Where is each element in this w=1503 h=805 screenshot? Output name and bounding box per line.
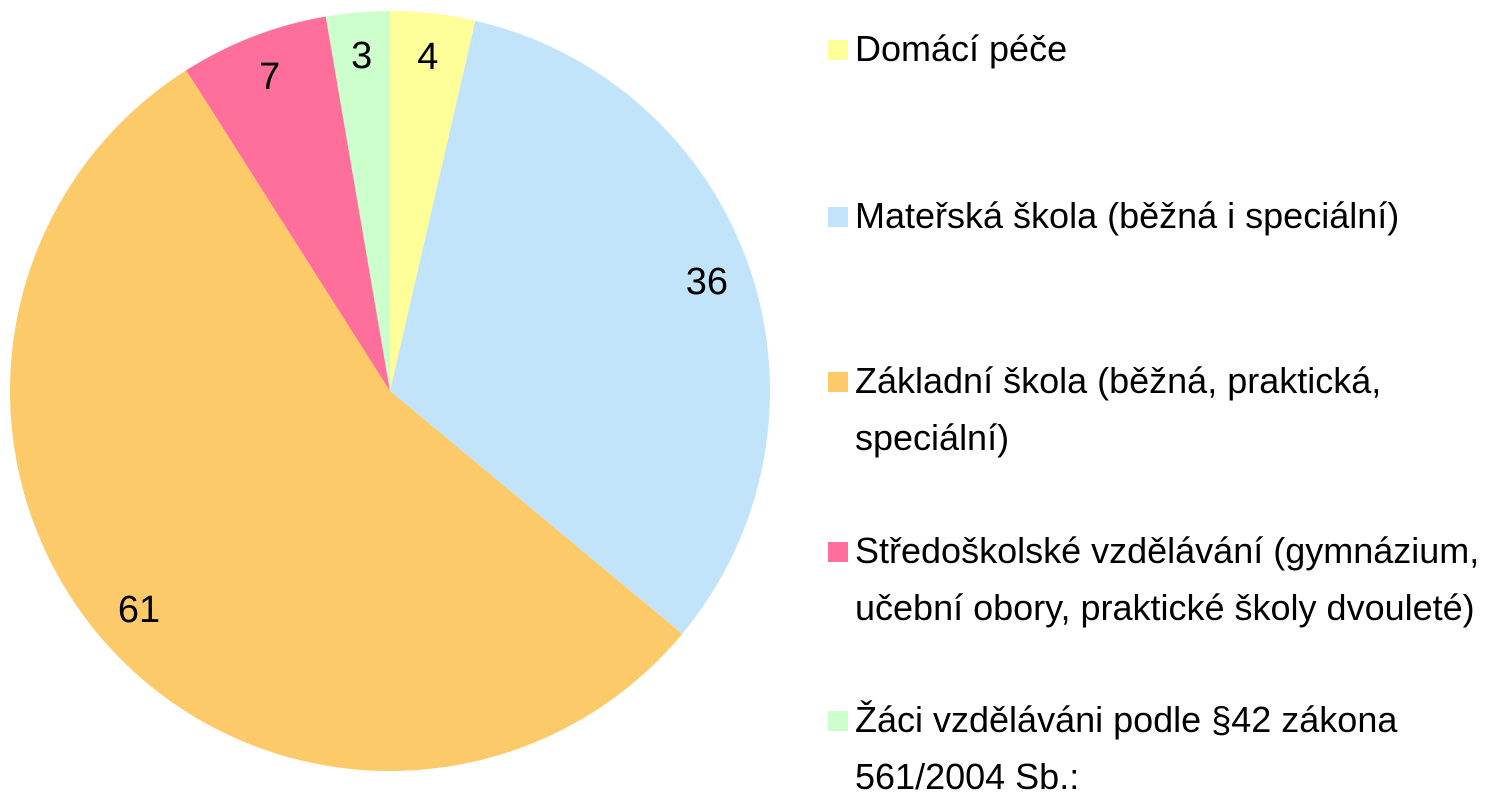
legend-item: Mateřská škola (běžná i speciální)	[820, 187, 1480, 244]
pie-slice	[10, 70, 683, 772]
legend-label: Žáci vzděláváni podle §42 zákona 561/200…	[855, 699, 1398, 797]
legend-label: Domácí péče	[855, 28, 1068, 69]
pie-slice	[390, 11, 476, 391]
legend-label: Základní škola (běžná, praktická, speciá…	[855, 360, 1382, 458]
legend-item: Středoškolské vzdělávání (gymnázium, uče…	[820, 522, 1480, 636]
data-label: 61	[118, 589, 160, 631]
chart: 4 36 61 7 3	[10, 11, 770, 772]
legend-item: Základní škola (běžná, praktická, speciá…	[820, 352, 1480, 466]
pie-slice	[186, 16, 390, 392]
legend-item: Žáci vzděláváni podle §42 zákona 561/200…	[820, 691, 1480, 805]
legend-swatch	[828, 40, 848, 60]
legend-swatch	[828, 207, 848, 227]
data-label: 36	[686, 261, 728, 303]
data-label: 7	[259, 56, 280, 98]
legend-item: Domácí péče	[820, 20, 1480, 77]
legend-label: Středoškolské vzdělávání (gymnázium, uče…	[855, 530, 1480, 628]
pie-slice	[325, 11, 390, 391]
legend-swatch	[828, 711, 848, 731]
data-label: 4	[417, 36, 438, 78]
legend-label: Mateřská škola (běžná i speciální)	[855, 195, 1400, 236]
data-label: 3	[351, 35, 372, 77]
page: {"chart_data": {"type": "pie", "categori…	[10, 11, 1480, 797]
legend-swatch	[828, 372, 848, 392]
legend-swatch	[828, 542, 848, 562]
pie-slice	[390, 20, 770, 634]
